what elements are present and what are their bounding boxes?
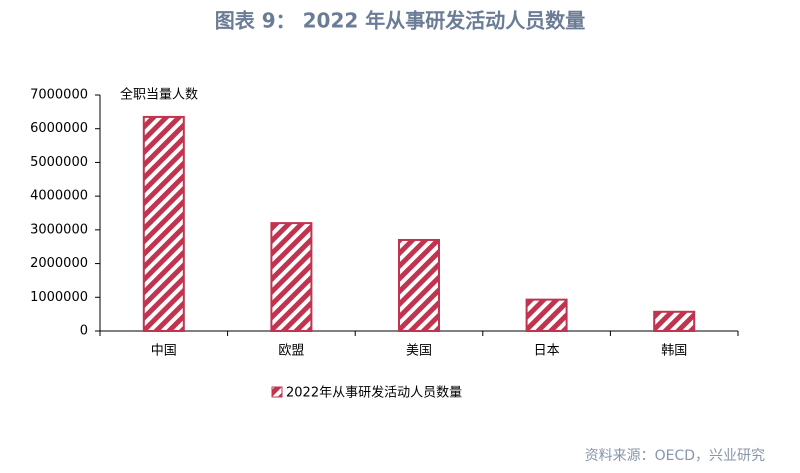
source: 资料来源：OECD，兴业研究 (585, 448, 765, 464)
x-tick-label: 美国 (406, 344, 432, 359)
bar (142, 115, 185, 332)
y-tick-label: 5000000 (30, 155, 88, 170)
bar (653, 310, 696, 333)
bar (270, 222, 313, 332)
bar (398, 238, 440, 333)
y-tick-label: 0 (80, 324, 88, 339)
y-tick-label: 7000000 (30, 88, 88, 103)
y-tick-label: 4000000 (30, 189, 88, 204)
y-tick-label: 6000000 (30, 121, 88, 136)
x-tick-label: 欧盟 (278, 344, 304, 359)
y-tick-label: 2000000 (30, 256, 88, 271)
bar (525, 298, 568, 333)
legend-swatch (271, 386, 283, 398)
y-axis-title: 全职当量人数 (120, 87, 198, 103)
x-tick-label: 中国 (151, 344, 177, 359)
chart-title: 图表 9： 2022 年从事研发活动人员数量 (215, 9, 585, 33)
x-tick-label: 日本 (534, 344, 560, 359)
y-tick-label: 3000000 (30, 222, 88, 237)
legend-label: 2022年从事研发活动人员数量 (286, 385, 462, 401)
x-tick-label: 韩国 (661, 344, 687, 359)
y-tick-label: 1000000 (30, 290, 88, 305)
